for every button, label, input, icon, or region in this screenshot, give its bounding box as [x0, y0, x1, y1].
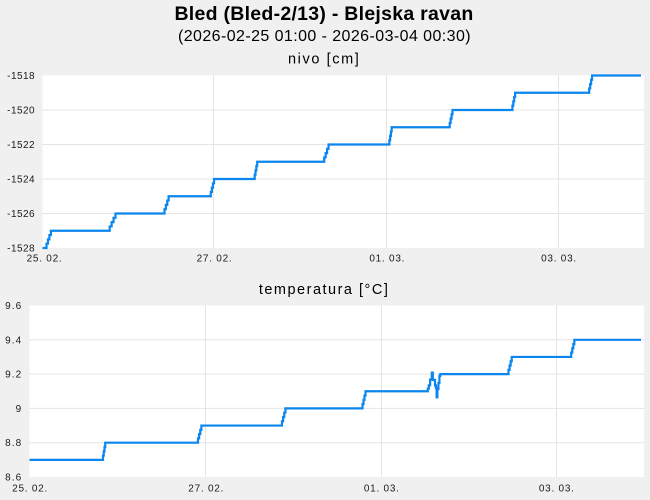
svg-text:Bled (Bled-2/13) - Blejska rav: Bled (Bled-2/13) - Blejska ravan [174, 3, 473, 25]
svg-text:01. 03.: 01. 03. [364, 484, 400, 495]
svg-text:-1526: -1526 [7, 209, 35, 220]
svg-text:temperatura [°C]: temperatura [°C] [259, 282, 390, 298]
svg-text:-1522: -1522 [7, 140, 35, 151]
svg-text:03. 03.: 03. 03. [541, 254, 577, 265]
svg-text:9.6: 9.6 [5, 301, 22, 312]
svg-text:25. 02.: 25. 02. [12, 484, 48, 495]
svg-text:25. 02.: 25. 02. [27, 254, 63, 265]
svg-text:(2026-02-25 01:00 - 2026-03-04: (2026-02-25 01:00 - 2026-03-04 00:30) [178, 28, 471, 45]
svg-text:8.6: 8.6 [5, 473, 22, 484]
svg-text:nivo [cm]: nivo [cm] [288, 52, 360, 68]
svg-text:-1520: -1520 [7, 106, 35, 117]
svg-text:27. 02.: 27. 02. [197, 254, 233, 265]
svg-text:9: 9 [16, 404, 23, 415]
svg-text:9.2: 9.2 [5, 370, 22, 381]
svg-text:-1528: -1528 [7, 244, 35, 255]
svg-text:8.8: 8.8 [5, 438, 22, 449]
svg-text:03. 03.: 03. 03. [539, 484, 575, 495]
svg-text:-1524: -1524 [7, 175, 35, 186]
svg-text:-1518: -1518 [7, 71, 35, 82]
svg-text:27. 02.: 27. 02. [188, 484, 224, 495]
svg-text:01. 03.: 01. 03. [369, 254, 405, 265]
svg-text:9.4: 9.4 [5, 335, 22, 346]
